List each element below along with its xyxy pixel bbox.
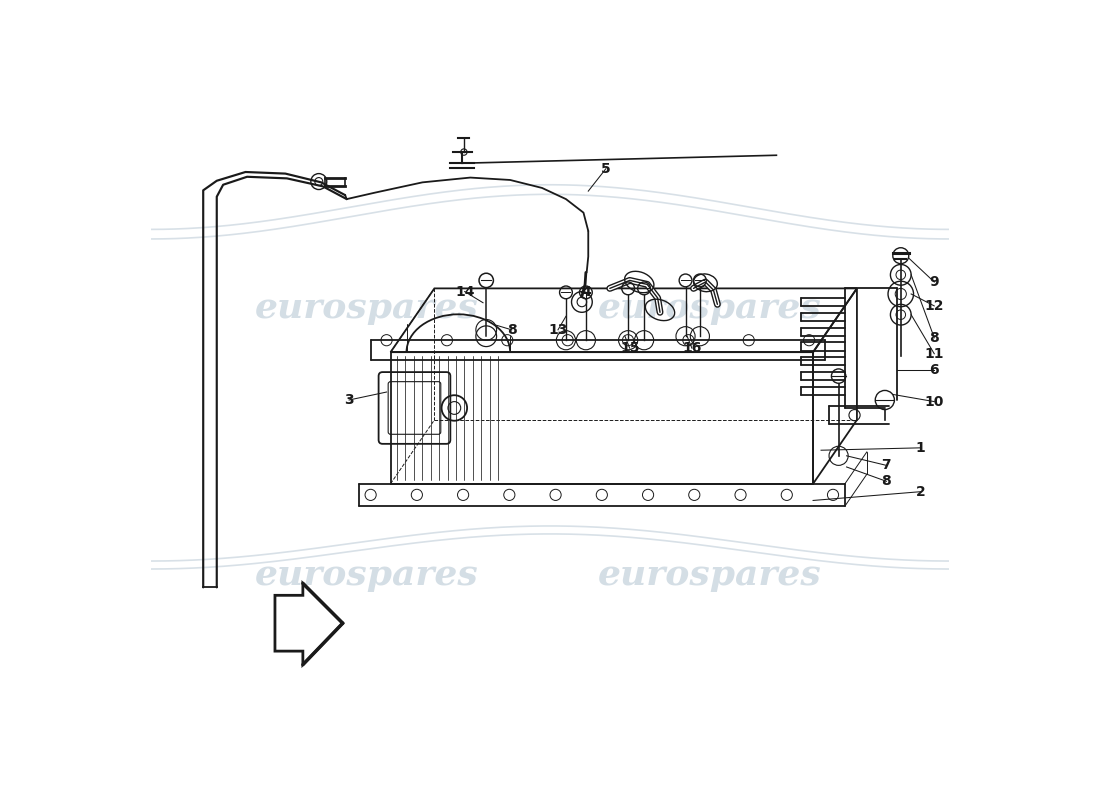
Text: eurospares: eurospares [597, 291, 822, 326]
Text: 5: 5 [601, 162, 610, 176]
Text: 1: 1 [916, 441, 925, 455]
Text: 9: 9 [930, 275, 939, 289]
Text: 6: 6 [930, 362, 939, 377]
Text: 3: 3 [344, 393, 354, 407]
Text: 7: 7 [881, 458, 891, 472]
Text: 8: 8 [930, 331, 939, 345]
Text: eurospares: eurospares [255, 558, 478, 592]
Text: 14: 14 [455, 285, 474, 298]
Text: eurospares: eurospares [255, 291, 478, 326]
Text: 8: 8 [881, 474, 891, 488]
Text: 11: 11 [924, 346, 944, 361]
Text: 15: 15 [620, 341, 639, 355]
Text: 2: 2 [916, 485, 925, 498]
Text: eurospares: eurospares [597, 558, 822, 592]
Text: 4: 4 [581, 286, 591, 299]
Text: 10: 10 [925, 394, 944, 409]
Text: 8: 8 [507, 323, 517, 337]
Text: 13: 13 [548, 323, 568, 337]
Text: 12: 12 [924, 299, 944, 313]
Text: 16: 16 [682, 341, 702, 355]
